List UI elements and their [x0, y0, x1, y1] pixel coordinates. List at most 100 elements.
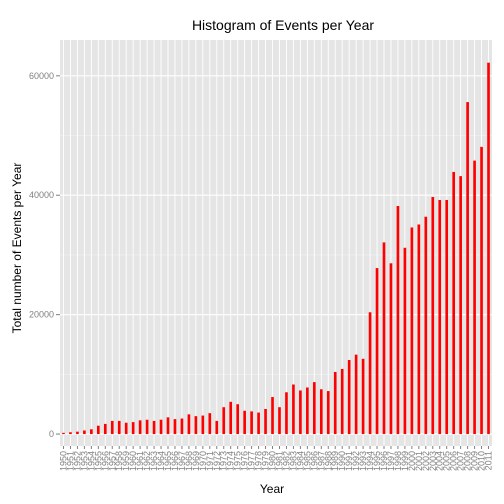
bar-1964	[159, 419, 163, 435]
x-tick-label-1997: 1997	[386, 451, 396, 471]
bar-1972	[215, 420, 219, 435]
bar-1974	[229, 401, 233, 435]
x-tick-label-1972: 1972	[212, 451, 222, 471]
bar-1979	[264, 408, 267, 435]
x-tick-label-1984: 1984	[295, 451, 305, 471]
x-tick-label-1957: 1957	[107, 451, 117, 471]
y-tick-label: 0	[49, 429, 54, 439]
x-tick-label-1993: 1993	[358, 451, 368, 471]
x-tick-label-1951: 1951	[65, 451, 75, 471]
x-tick-label-1952: 1952	[72, 451, 82, 471]
bar-1960	[131, 422, 135, 435]
x-tick-label-1995: 1995	[372, 451, 382, 471]
bar-2006	[452, 171, 456, 435]
bar-1954	[90, 429, 93, 435]
x-tick-label-1966: 1966	[170, 451, 180, 471]
x-tick-label-1988: 1988	[323, 451, 333, 471]
x-tick-label-1962: 1962	[142, 451, 152, 471]
x-tick-label-2009: 2009	[470, 451, 480, 471]
x-tick-label-1979: 1979	[261, 451, 271, 471]
bar-1961	[138, 420, 142, 435]
x-tick-label-1964: 1964	[156, 451, 166, 471]
y-tick-label: 60000	[29, 71, 54, 81]
bar-1958	[117, 420, 121, 435]
x-tick-label-1961: 1961	[135, 451, 145, 471]
bar-2004	[438, 200, 442, 435]
x-tick-label-1955: 1955	[93, 451, 103, 471]
x-tick-label-1970: 1970	[198, 451, 208, 471]
x-tick-label-1991: 1991	[344, 451, 354, 471]
x-tick-label-1982: 1982	[281, 451, 291, 471]
bar-1969	[194, 416, 198, 435]
bar-1953	[83, 430, 86, 435]
x-axis-title: Year	[260, 482, 284, 496]
x-tick-label-2011: 2011	[484, 451, 494, 470]
x-tick-label-2004: 2004	[435, 451, 445, 471]
bar-1955	[96, 425, 100, 435]
x-tick-label-1985: 1985	[302, 451, 312, 471]
bar-1965	[166, 417, 170, 435]
bar-1996	[382, 242, 386, 435]
bar-1988	[326, 391, 330, 435]
bar-1950	[62, 432, 65, 435]
bar-2011	[487, 62, 490, 435]
x-tick-label-1973: 1973	[219, 451, 229, 471]
bar-2003	[431, 197, 435, 435]
bar-2010	[480, 146, 483, 435]
x-tick-label-1978: 1978	[254, 451, 264, 471]
x-tick-label-2000: 2000	[407, 451, 417, 471]
x-tick-label-1986: 1986	[309, 451, 319, 471]
bar-2002	[424, 216, 428, 435]
x-tick-label-1953: 1953	[79, 451, 89, 471]
bar-2001	[417, 224, 421, 435]
bar-1978	[257, 412, 260, 435]
bar-2009	[473, 160, 476, 435]
bar-1997	[389, 263, 393, 435]
bar-1959	[124, 422, 128, 435]
x-tick-label-1976: 1976	[240, 451, 250, 471]
bars	[62, 62, 490, 435]
x-tick-label-2008: 2008	[463, 451, 473, 471]
bar-1985	[306, 387, 309, 435]
bar-1980	[271, 397, 274, 435]
chart-title: Histogram of Events per Year	[192, 17, 374, 33]
x-tick-label-1987: 1987	[316, 451, 326, 471]
x-tick-label-2007: 2007	[456, 451, 466, 471]
bar-1952	[76, 431, 79, 435]
bar-1994	[368, 312, 372, 435]
bar-2005	[445, 200, 449, 435]
y-tick-label: 40000	[29, 190, 54, 200]
x-tick-label-1968: 1968	[184, 451, 194, 471]
x-tick-label-1992: 1992	[351, 451, 361, 471]
bar-1984	[299, 390, 302, 435]
bar-1975	[236, 404, 240, 435]
bar-1967	[180, 418, 184, 435]
bar-1956	[103, 423, 107, 435]
y-tick-label: 20000	[29, 310, 54, 320]
y-axis: 0 20000 40000 60000	[29, 71, 60, 439]
bar-2008	[466, 102, 469, 435]
x-tick-label-1981: 1981	[274, 451, 284, 471]
x-tick-label-2003: 2003	[428, 451, 438, 471]
x-tick-label-1950: 1950	[58, 451, 68, 471]
bar-1957	[110, 420, 114, 435]
x-tick-label-2006: 2006	[449, 451, 459, 471]
x-tick-label-1960: 1960	[128, 451, 138, 471]
grid-lines	[60, 40, 492, 446]
x-axis: 1950195119521953195419551956195719581959…	[58, 446, 494, 471]
plot-panel	[60, 40, 492, 446]
bar-1987	[319, 389, 323, 435]
x-tick-label-1958: 1958	[114, 451, 124, 471]
x-tick-label-2001: 2001	[414, 451, 424, 471]
y-axis-title: Total number of Events per Year	[10, 163, 24, 334]
bar-1963	[152, 420, 156, 435]
x-tick-label-1956: 1956	[100, 451, 110, 471]
bar-1991	[347, 360, 351, 435]
bar-1970	[201, 415, 205, 435]
x-tick-label-2010: 2010	[477, 451, 487, 471]
x-tick-label-1994: 1994	[365, 451, 375, 471]
x-tick-label-1954: 1954	[86, 451, 96, 471]
bar-1966	[173, 419, 177, 435]
bar-1968	[187, 414, 191, 435]
